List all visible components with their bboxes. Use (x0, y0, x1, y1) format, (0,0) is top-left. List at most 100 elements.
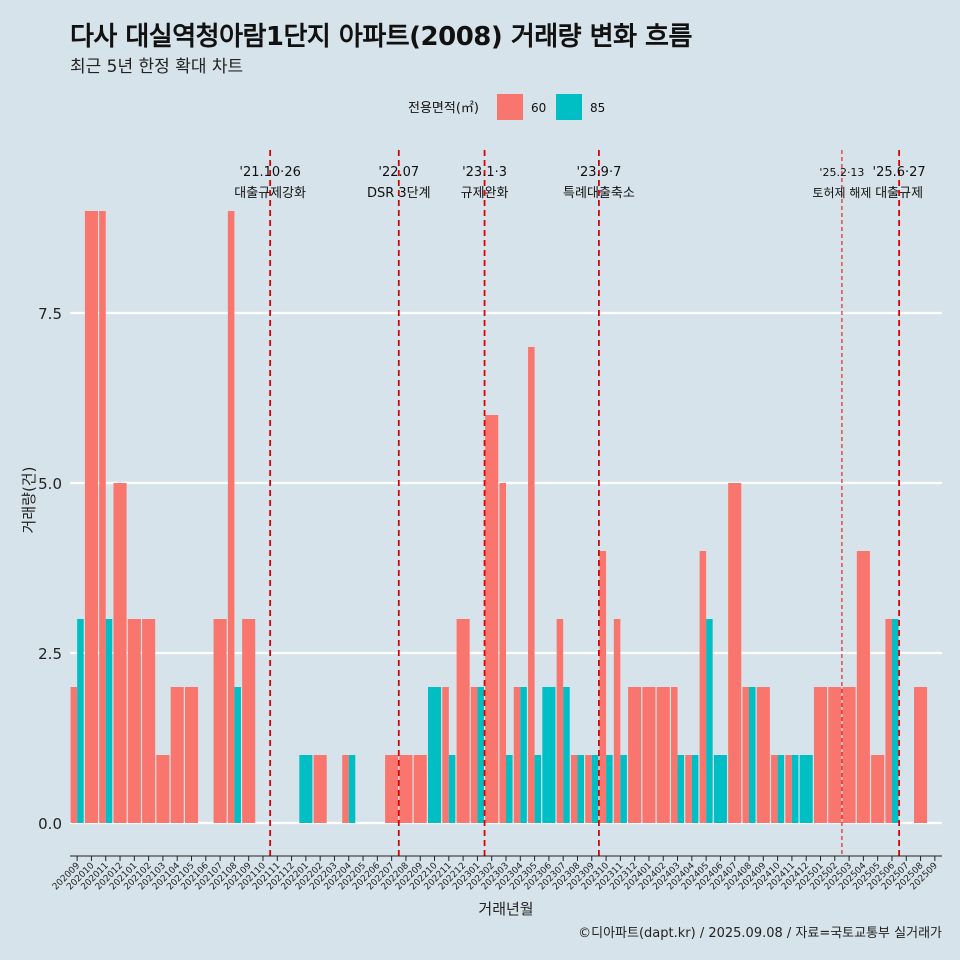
bar-60 (456, 619, 470, 823)
event-date-label: '25.6·27 (873, 165, 926, 180)
bar-60 (856, 551, 870, 823)
bar-60 (756, 687, 770, 823)
bar-85 (799, 755, 813, 823)
bar-60 (470, 687, 478, 823)
source-credit: ©디아파트(dapt.kr) / 2025.09.08 / 자료=국토교통부 실… (578, 926, 942, 941)
bar-60 (413, 755, 427, 823)
bar-60 (599, 551, 607, 823)
bar-85 (749, 687, 756, 823)
event-label: 대출규제 (875, 186, 923, 201)
bar-85 (606, 755, 613, 823)
bar-85 (427, 687, 442, 823)
bar-60 (342, 755, 349, 823)
bar-85 (713, 755, 727, 823)
bar-85 (777, 755, 785, 823)
y-tick-label: 7.5 (38, 305, 62, 323)
bar-60 (613, 619, 621, 823)
bar-60 (385, 755, 399, 823)
bar-60 (570, 755, 578, 823)
event-label: DSR 3단계 (367, 186, 431, 201)
bar-60 (528, 347, 535, 823)
bar-85 (534, 755, 542, 823)
chart-title: 다사 대실역청아람1단지 아파트(2008) 거래량 변화 흐름 (70, 22, 692, 52)
bar-85 (563, 687, 570, 823)
bar-60 (685, 755, 692, 823)
bar-60 (170, 687, 184, 823)
bar-60 (885, 619, 892, 823)
bar-60 (670, 687, 678, 823)
bar-85 (299, 755, 313, 823)
legend-swatch-60 (497, 94, 523, 120)
bar-60 (585, 755, 592, 823)
y-tick-label: 2.5 (38, 645, 62, 663)
bar-85 (691, 755, 699, 823)
bar-60 (656, 687, 670, 823)
event-label: 특례대출축소 (563, 186, 635, 201)
bar-60 (771, 755, 778, 823)
bar-85 (520, 687, 527, 823)
event-date-label: '23.1·3 (462, 165, 507, 180)
bar-85 (77, 619, 84, 823)
bar-85 (348, 755, 356, 823)
bar-60 (84, 211, 98, 823)
bar-60 (628, 687, 642, 823)
bar-85 (891, 619, 899, 823)
bar-60 (442, 687, 449, 823)
y-axis-label: 거래량(건) (20, 467, 38, 534)
bar-60 (313, 755, 327, 823)
bar-60 (227, 211, 235, 823)
y-tick-label: 5.0 (38, 475, 62, 493)
legend-title: 전용면적(㎡) (408, 101, 479, 116)
bar-60 (813, 687, 828, 823)
bar-85 (591, 755, 599, 823)
bar-60 (785, 755, 792, 823)
bar-60 (499, 483, 506, 823)
bar-60 (113, 483, 127, 823)
bar-85 (791, 755, 799, 823)
event-date-label: '22.07 (378, 165, 419, 180)
bar-85 (706, 619, 713, 823)
bar-85 (677, 755, 685, 823)
bar-85 (448, 755, 456, 823)
x-axis-label: 거래년월 (478, 900, 533, 918)
bar-60 (156, 755, 170, 823)
bar-60 (828, 687, 842, 823)
bar-60 (213, 619, 227, 823)
chart-subtitle: 최근 5년 한정 확대 차트 (70, 57, 244, 77)
bar-85 (506, 755, 513, 823)
bar-85 (477, 687, 484, 823)
y-tick-label: 0.0 (38, 815, 62, 833)
bar-60 (70, 687, 78, 823)
legend-label-85: 85 (590, 101, 605, 115)
bar-60 (142, 619, 156, 823)
bar-60 (871, 755, 885, 823)
bar-85 (542, 687, 556, 823)
bar-60 (99, 211, 106, 823)
bar-85 (105, 619, 113, 823)
bar-60 (399, 755, 413, 823)
bar-60 (742, 687, 750, 823)
bar-60 (242, 619, 256, 823)
legend-swatch-85 (556, 94, 582, 120)
bar-60 (513, 687, 521, 823)
event-label: 토허제 해제 (812, 186, 871, 200)
bar-85 (620, 755, 627, 823)
bar-60 (556, 619, 564, 823)
event-date-label: '25.2·13 (819, 166, 864, 179)
bar-60 (485, 415, 499, 823)
bar-60 (642, 687, 656, 823)
event-label: 규제완화 (461, 186, 509, 201)
event-label: 대출규제강화 (234, 186, 306, 201)
bar-85 (234, 687, 241, 823)
bar-60 (728, 483, 742, 823)
bar-60 (127, 619, 141, 823)
event-date-label: '21.10·26 (239, 165, 300, 180)
bar-85 (577, 755, 585, 823)
legend-label-60: 60 (531, 101, 546, 115)
bar-60 (914, 687, 928, 823)
bar-60 (699, 551, 707, 823)
event-date-label: '23.9·7 (576, 165, 621, 180)
bar-60 (184, 687, 199, 823)
bar-60 (842, 687, 856, 823)
